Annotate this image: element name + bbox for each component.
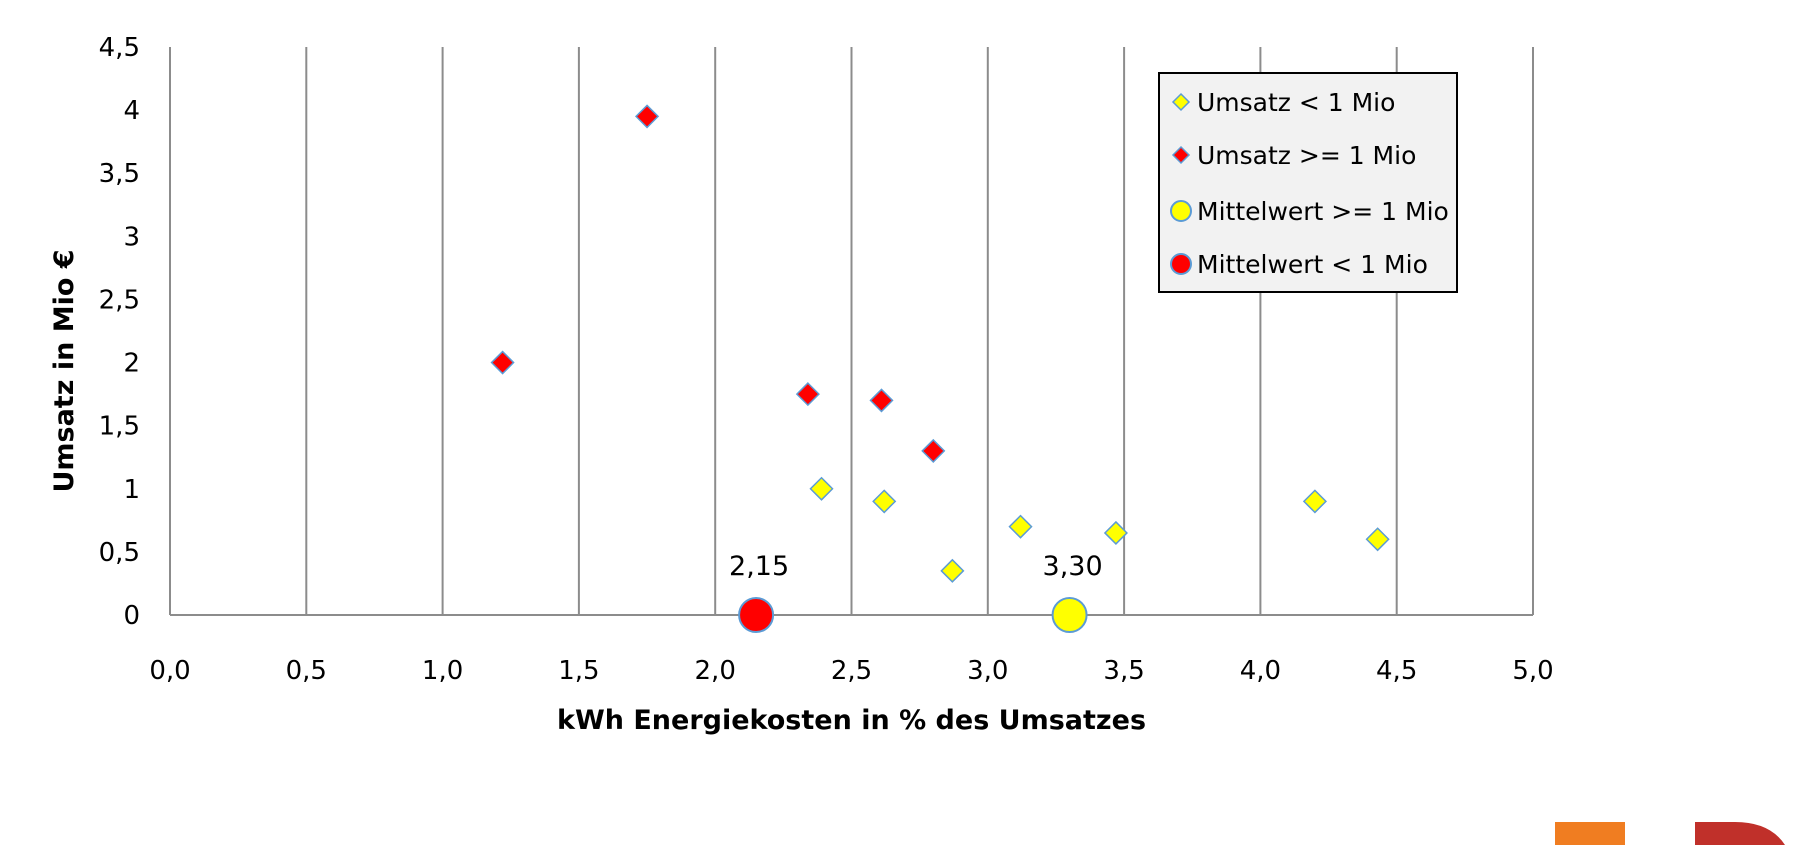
x-tick-label: 1,5 bbox=[558, 656, 599, 686]
data-point-series-0 bbox=[1302, 489, 1327, 514]
y-axis-title: Umsatz in Mio € bbox=[49, 249, 80, 492]
x-tick-label: 0,0 bbox=[149, 656, 190, 686]
y-tick-label: 3 bbox=[123, 222, 140, 252]
y-tick-label: 4,5 bbox=[99, 33, 140, 63]
legend-box bbox=[1158, 72, 1458, 293]
data-point-series-0 bbox=[872, 489, 897, 514]
x-tick-label: 0,5 bbox=[286, 656, 327, 686]
x-tick-label: 3,5 bbox=[1103, 656, 1144, 686]
legend-marker bbox=[1170, 253, 1192, 275]
legend-label: Umsatz >= 1 Mio bbox=[1197, 141, 1416, 170]
data-labels: 3,30 2,15 bbox=[729, 551, 1103, 582]
x-axis-title: kWh Energiekosten in % des Umsatzes bbox=[557, 705, 1146, 736]
y-tick-label: 1,5 bbox=[99, 412, 140, 442]
legend-marker bbox=[1171, 92, 1191, 112]
x-tick-labels: 0,0 0,5 1,0 1,5 2,0 2,5 3,0 3,5 4,0 4,5 5,0 bbox=[149, 656, 1553, 686]
mean-point-series-3 bbox=[738, 597, 775, 633]
data-point-series-1 bbox=[921, 438, 946, 463]
y-tick-label: 3,5 bbox=[99, 159, 140, 189]
x-tick-label: 1,0 bbox=[422, 656, 463, 686]
legend-marker bbox=[1171, 145, 1191, 165]
x-tick-label: 5,0 bbox=[1512, 656, 1553, 686]
y-tick-label: 0,5 bbox=[99, 538, 140, 568]
y-tick-label: 0 bbox=[123, 601, 140, 631]
data-points bbox=[490, 104, 1390, 633]
logo-fragment bbox=[1555, 822, 1785, 845]
x-tick-label: 4,0 bbox=[1240, 656, 1281, 686]
data-point-series-0 bbox=[1103, 520, 1128, 546]
y-tick-label: 2 bbox=[123, 349, 140, 379]
data-point-series-1 bbox=[795, 382, 820, 407]
legend: Umsatz < 1 Mio Umsatz >= 1 Mio Mittelwert … bbox=[1158, 72, 1458, 293]
y-tick-label: 1 bbox=[123, 475, 140, 505]
data-point-series-0 bbox=[940, 558, 965, 583]
x-tick-label: 3,0 bbox=[967, 656, 1008, 686]
data-point-series-0 bbox=[1365, 527, 1390, 552]
y-tick-label: 4 bbox=[123, 96, 140, 126]
x-tick-label: 2,5 bbox=[831, 656, 872, 686]
data-point-series-1 bbox=[869, 388, 894, 413]
legend-marker bbox=[1170, 200, 1192, 222]
x-tick-label: 4,5 bbox=[1376, 656, 1417, 686]
grid-lines bbox=[169, 47, 1534, 615]
mean-point-series-2 bbox=[1051, 597, 1088, 633]
data-label: 3,30 bbox=[1043, 551, 1103, 582]
data-point-series-1 bbox=[634, 104, 660, 129]
legend-label: Mittelwert < 1 Mio bbox=[1197, 250, 1428, 279]
legend-label: Umsatz < 1 Mio bbox=[1197, 88, 1395, 117]
legend-label: Mittelwert >= 1 Mio bbox=[1197, 197, 1449, 226]
data-point-series-0 bbox=[1008, 514, 1033, 539]
data-point-series-0 bbox=[809, 476, 834, 501]
y-tick-label: 2,5 bbox=[99, 285, 140, 315]
x-tick-label: 2,0 bbox=[695, 656, 736, 686]
data-point-series-1 bbox=[490, 350, 515, 375]
data-label: 2,15 bbox=[729, 551, 789, 582]
y-tick-labels: 0 0,5 1 1,5 2 2,5 3 3,5 4 4,5 bbox=[99, 33, 140, 631]
